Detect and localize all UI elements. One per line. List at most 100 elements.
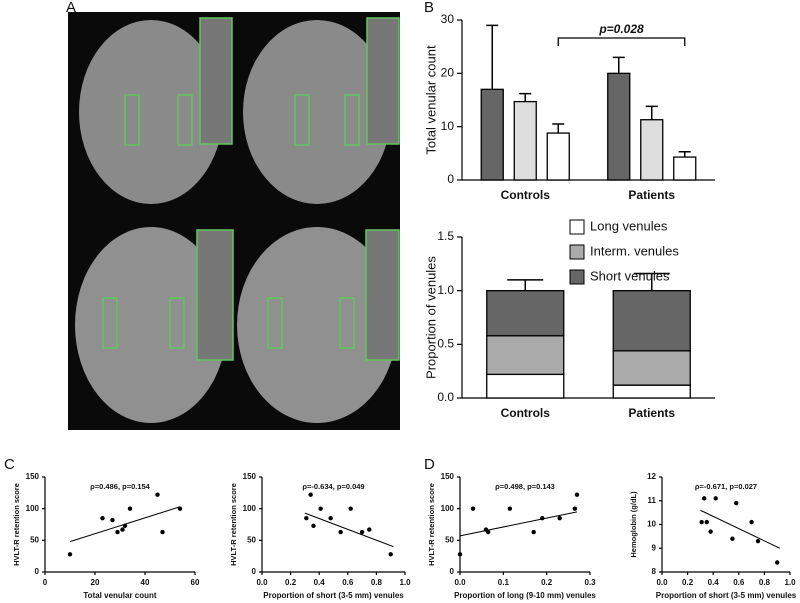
error-bar bbox=[552, 123, 565, 134]
x-tick-label: Patients bbox=[628, 188, 675, 202]
y-tick-label: 0 bbox=[252, 567, 257, 576]
point bbox=[110, 517, 115, 523]
fit-line bbox=[304, 512, 394, 548]
y-tick-label: 0 bbox=[35, 567, 40, 576]
x-tick-label: 0.2 bbox=[541, 578, 553, 587]
point bbox=[127, 506, 133, 511]
bar bbox=[640, 119, 664, 181]
x-tick-label: Patients bbox=[628, 406, 675, 420]
point bbox=[318, 506, 323, 511]
x-tick-label: 1.0 bbox=[399, 578, 411, 587]
y-tick-label: 11 bbox=[648, 496, 657, 505]
bar bbox=[486, 335, 565, 376]
bar bbox=[546, 132, 570, 181]
x-tick-label: 60 bbox=[191, 578, 200, 587]
zoom-inset bbox=[366, 17, 400, 145]
y-tick-label: 0.0 bbox=[437, 390, 454, 404]
y-tick-label: 20 bbox=[441, 66, 455, 80]
bar bbox=[486, 290, 565, 337]
error-bar bbox=[645, 105, 658, 120]
point bbox=[367, 527, 372, 532]
y-axis-label: Total venular count bbox=[423, 45, 438, 155]
point bbox=[704, 519, 709, 525]
point bbox=[574, 492, 580, 497]
x-axis-label: Proportion of short (3-5 mm) venules bbox=[656, 591, 797, 600]
x-tick-label: 0.3 bbox=[584, 578, 596, 587]
point bbox=[67, 552, 73, 557]
x-tick-label: 0.6 bbox=[733, 578, 745, 587]
error-bar bbox=[678, 150, 691, 158]
x-tick-label: 0.8 bbox=[371, 578, 383, 587]
y-tick-label: 10 bbox=[441, 119, 455, 133]
legend-label: Interm. venules bbox=[590, 243, 679, 258]
annotation: ρ=-0.634, p=0.049 bbox=[302, 482, 364, 491]
x-tick-label: Controls bbox=[501, 188, 551, 202]
point bbox=[755, 538, 761, 544]
point bbox=[713, 496, 718, 501]
x-tick-label: 0.0 bbox=[656, 578, 668, 587]
x-tick-label: 0.8 bbox=[759, 578, 771, 587]
point bbox=[359, 529, 365, 535]
fit-line bbox=[459, 511, 578, 537]
point bbox=[457, 552, 463, 557]
point bbox=[120, 527, 125, 532]
fit-line bbox=[700, 509, 780, 549]
roi-box bbox=[169, 297, 185, 349]
brain-slice bbox=[243, 20, 391, 204]
brain-slice bbox=[75, 227, 227, 423]
x-axis-label: Proportion of short (3-5 mm) venules bbox=[263, 591, 404, 600]
brain-slice bbox=[79, 20, 223, 204]
point bbox=[572, 506, 578, 511]
error-bar bbox=[486, 24, 499, 90]
legend-swatch bbox=[569, 269, 585, 285]
y-tick-label: 100 bbox=[441, 504, 455, 513]
roi-box bbox=[177, 94, 193, 146]
y-axis-label: HVLT-R retention score bbox=[427, 483, 436, 566]
roi-box bbox=[294, 94, 310, 146]
error-bar bbox=[633, 272, 670, 291]
point bbox=[734, 500, 739, 506]
point bbox=[485, 529, 491, 535]
point bbox=[708, 529, 713, 534]
panel-label: A bbox=[66, 0, 76, 16]
point bbox=[531, 529, 536, 535]
bar bbox=[480, 88, 504, 181]
y-axis-label: HVLT-R retention score bbox=[229, 483, 238, 566]
x-axis-label: Proportion of long (9-10 mm) venules bbox=[454, 591, 596, 600]
point bbox=[507, 506, 513, 511]
bar bbox=[612, 290, 691, 352]
x-tick-label: 0.2 bbox=[682, 578, 694, 587]
x-tick-label: 0.1 bbox=[498, 578, 510, 587]
point bbox=[749, 519, 754, 525]
y-tick-label: 12 bbox=[647, 472, 656, 481]
y-tick-label: 1.5 bbox=[437, 229, 454, 243]
y-tick-label: 150 bbox=[441, 472, 455, 481]
zoom-inset bbox=[196, 229, 234, 361]
x-tick-label: 0 bbox=[43, 578, 48, 587]
roi-box bbox=[102, 297, 118, 349]
y-tick-label: 150 bbox=[243, 472, 257, 481]
y-tick-label: 0 bbox=[447, 172, 454, 186]
point bbox=[557, 515, 562, 521]
point bbox=[311, 523, 316, 528]
bar bbox=[607, 72, 631, 181]
mri-images bbox=[68, 12, 400, 430]
fit-line bbox=[69, 506, 181, 543]
bar bbox=[612, 384, 691, 399]
point bbox=[338, 529, 343, 535]
legend-label: Short venules bbox=[590, 268, 670, 283]
x-tick-label: 0.6 bbox=[342, 578, 354, 587]
point bbox=[702, 496, 707, 501]
bar bbox=[486, 373, 565, 399]
y-tick-label: 0 bbox=[450, 567, 455, 576]
y-axis-label: HVLT-R retention score bbox=[12, 483, 21, 566]
x-tick-label: 20 bbox=[91, 578, 100, 587]
x-tick-label: 0.2 bbox=[285, 578, 297, 587]
panel-label: B bbox=[424, 0, 434, 16]
bar bbox=[513, 100, 537, 181]
x-tick-label: 1.0 bbox=[784, 578, 796, 587]
y-tick-label: 50 bbox=[30, 535, 39, 544]
y-tick-label: 50 bbox=[445, 535, 454, 544]
point bbox=[155, 492, 160, 497]
